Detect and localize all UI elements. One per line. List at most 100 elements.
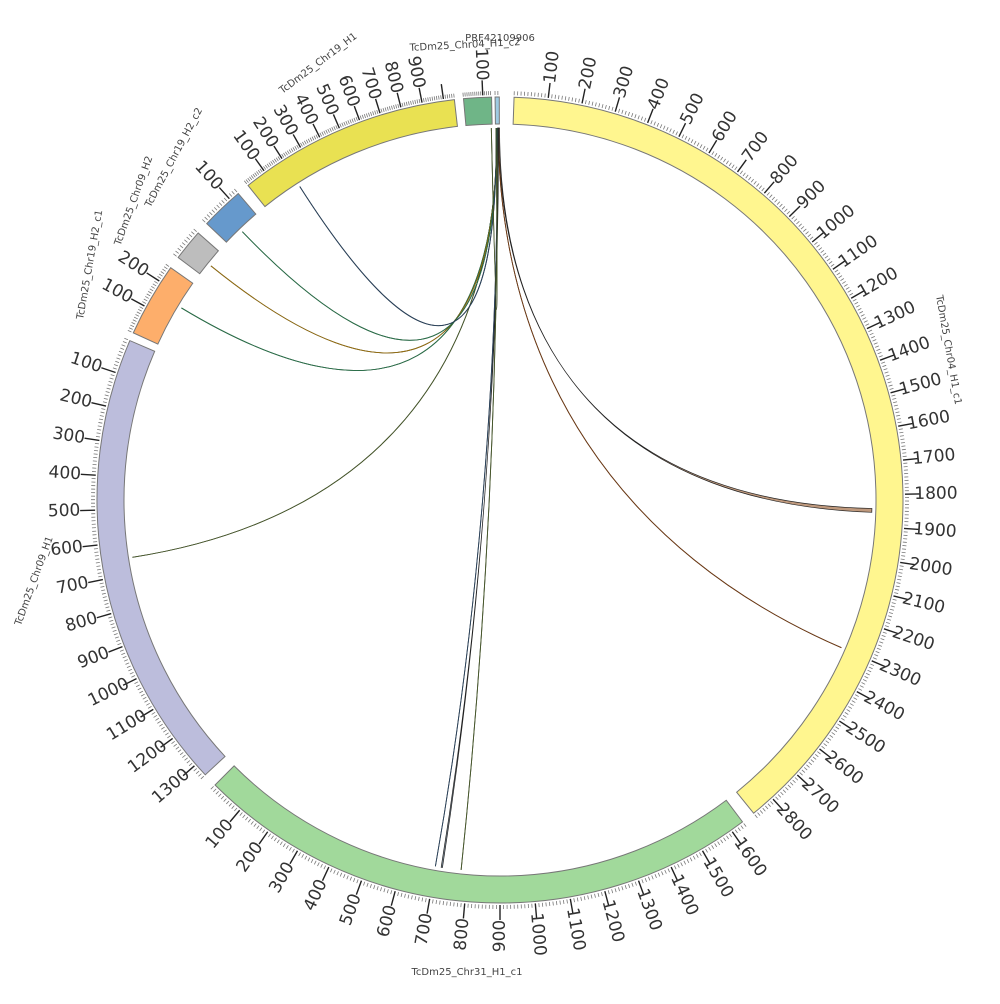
minor-tick <box>743 173 745 176</box>
minor-tick <box>374 885 375 889</box>
major-tick <box>441 84 443 99</box>
minor-tick <box>682 135 684 139</box>
minor-tick <box>658 873 660 877</box>
minor-tick <box>715 153 717 156</box>
minor-tick <box>129 328 133 330</box>
minor-tick <box>101 409 105 410</box>
link-curve <box>132 128 497 557</box>
minor-tick <box>897 579 901 580</box>
minor-tick <box>172 741 175 743</box>
minor-tick <box>408 101 409 105</box>
tick-label: 300 <box>610 64 638 101</box>
minor-tick <box>343 874 345 878</box>
minor-tick <box>248 178 250 181</box>
tick-label: 100 <box>202 815 238 853</box>
minor-tick <box>871 336 875 338</box>
minor-tick <box>182 243 185 246</box>
minor-tick <box>312 137 314 141</box>
minor-tick <box>157 721 160 723</box>
minor-tick <box>383 108 384 112</box>
major-tick <box>255 159 264 171</box>
minor-tick <box>350 120 351 124</box>
minor-tick <box>260 828 262 831</box>
minor-tick <box>822 746 825 748</box>
minor-tick <box>356 117 357 121</box>
minor-tick <box>314 136 316 140</box>
tick-label: 200 <box>232 838 267 876</box>
tick-label: 1400 <box>666 871 702 919</box>
minor-tick <box>436 900 437 904</box>
minor-tick <box>885 626 889 627</box>
tick-label: 2000 <box>908 554 954 580</box>
minor-tick <box>232 191 235 194</box>
minor-tick <box>254 823 256 826</box>
minor-tick <box>831 264 834 266</box>
minor-tick <box>788 785 791 788</box>
minor-tick <box>122 345 126 347</box>
minor-tick <box>111 375 115 376</box>
minor-tick <box>813 757 816 760</box>
minor-tick <box>567 899 568 903</box>
minor-tick <box>644 118 645 122</box>
minor-tick <box>413 100 414 104</box>
minor-tick <box>865 324 869 326</box>
tick-label: 200 <box>114 247 152 281</box>
minor-tick <box>648 877 649 881</box>
minor-tick <box>226 801 229 804</box>
minor-tick <box>115 637 119 638</box>
minor-tick <box>592 102 593 106</box>
minor-tick <box>218 794 221 797</box>
minor-tick <box>216 791 219 794</box>
minor-tick <box>432 899 433 903</box>
minor-tick <box>569 97 570 101</box>
minor-tick <box>723 159 725 162</box>
minor-tick <box>755 815 758 818</box>
minor-tick <box>135 315 139 317</box>
minor-tick <box>837 724 840 726</box>
minor-tick <box>134 317 138 319</box>
minor-tick <box>826 741 829 743</box>
major-tick <box>290 851 298 864</box>
minor-tick <box>809 762 812 765</box>
minor-tick <box>344 122 346 126</box>
minor-tick <box>892 398 896 399</box>
minor-tick <box>896 415 900 416</box>
minor-tick <box>787 211 790 214</box>
minor-tick <box>632 883 633 887</box>
minor-tick <box>440 901 441 905</box>
minor-tick <box>101 590 105 591</box>
minor-tick <box>109 381 113 382</box>
minor-tick <box>882 365 886 366</box>
minor-tick <box>363 882 364 886</box>
minor-tick <box>870 333 874 335</box>
minor-tick <box>178 750 181 752</box>
minor-tick <box>201 776 204 779</box>
minor-tick <box>368 113 369 117</box>
minor-tick <box>109 620 113 621</box>
minor-tick <box>332 127 334 131</box>
minor-tick <box>423 98 424 102</box>
minor-tick <box>334 870 336 874</box>
minor-tick <box>398 104 399 108</box>
minor-tick <box>182 755 185 758</box>
minor-tick <box>214 207 217 210</box>
minor-tick <box>150 289 153 291</box>
minor-tick <box>293 147 295 150</box>
minor-tick <box>850 704 853 706</box>
tick-label: 800 <box>451 917 474 951</box>
major-tick <box>482 80 483 95</box>
minor-tick <box>690 858 692 862</box>
chromosome-label: PRF42109906 <box>465 33 535 44</box>
minor-tick <box>330 128 332 132</box>
minor-tick <box>732 165 734 168</box>
link-curve <box>498 128 841 648</box>
minor-tick <box>782 206 785 209</box>
minor-tick <box>895 589 899 590</box>
minor-tick <box>151 286 154 288</box>
minor-tick <box>205 217 208 220</box>
minor-tick <box>785 787 788 790</box>
tick-label: 1500 <box>897 369 944 400</box>
minor-tick <box>189 234 192 237</box>
minor-tick <box>651 120 652 124</box>
